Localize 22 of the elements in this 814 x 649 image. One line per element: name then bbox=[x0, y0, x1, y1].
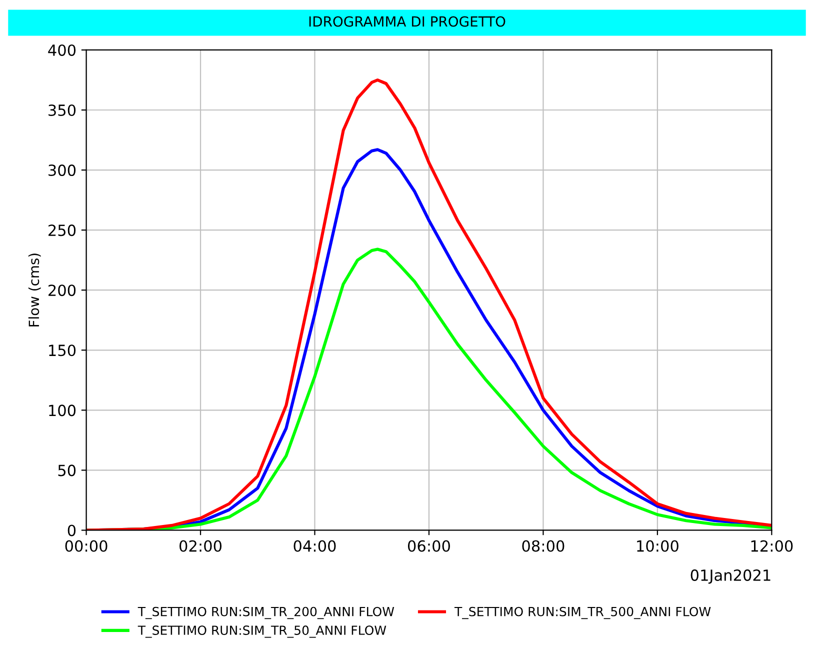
y-tick-label: 300 bbox=[48, 164, 76, 176]
y-tick-label: 400 bbox=[48, 44, 76, 56]
x-tick-label: 10:00 bbox=[637, 540, 678, 552]
x-tick-label: 02:00 bbox=[180, 540, 222, 552]
y-tick-label: 250 bbox=[48, 224, 76, 236]
legend-label: T_SETTIMO RUN:SIM_TR_500_ANNI FLOW bbox=[454, 606, 711, 620]
legend-label: T_SETTIMO RUN:SIM_TR_200_ANNI FLOW bbox=[138, 606, 394, 620]
y-tick-label: 50 bbox=[58, 464, 76, 476]
y-tick-label: 100 bbox=[49, 404, 76, 416]
y-tick-label: 350 bbox=[48, 104, 76, 116]
y-tick-label: 150 bbox=[49, 344, 76, 356]
chart-title: IDROGRAMMA DI PROGETTO bbox=[309, 16, 506, 27]
x-tick-label: 12:00 bbox=[751, 540, 793, 552]
y-tick-label: 200 bbox=[48, 284, 76, 296]
legend-label: T_SETTIMO RUN:SIM_TR_50_ANNI FLOW bbox=[138, 626, 386, 638]
x-tick-label: 08:00 bbox=[522, 540, 564, 552]
x-tick-label: 04:00 bbox=[294, 540, 336, 552]
x-tick-label: 06:00 bbox=[408, 540, 450, 552]
x-tick-label: 00:00 bbox=[65, 540, 108, 552]
annotation: 01Jan2021 bbox=[690, 569, 770, 584]
y-tick-label: 0 bbox=[68, 524, 76, 536]
y-axis-title: Flow (cms) bbox=[28, 254, 41, 326]
